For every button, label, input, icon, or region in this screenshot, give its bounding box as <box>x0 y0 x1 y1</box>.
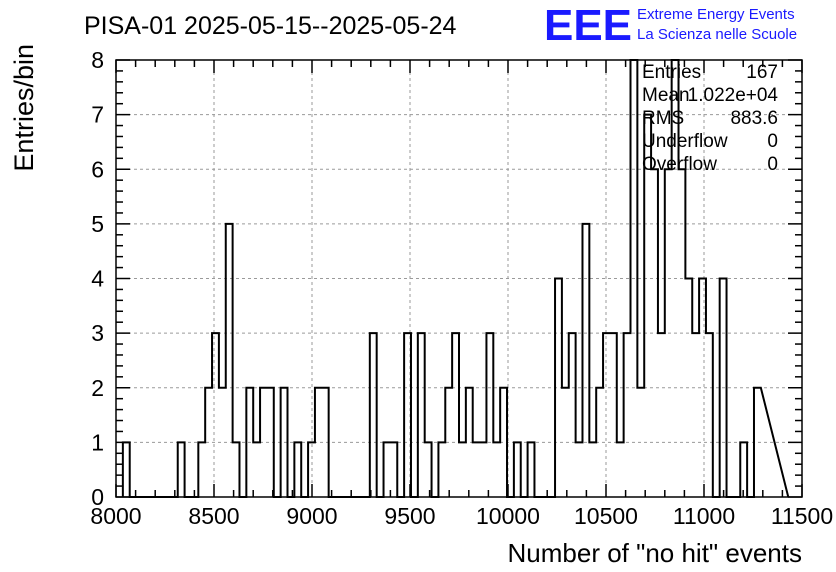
y-tick-label: 6 <box>91 156 104 182</box>
stats-value: 167 <box>746 62 778 83</box>
axis-ticks <box>115 59 803 498</box>
histogram-bin <box>658 333 665 497</box>
x-tick-label: 10500 <box>574 503 638 529</box>
eee-logo-line2: La Scienza nelle Scuole <box>637 26 797 43</box>
histogram-bin <box>418 333 425 497</box>
histogram-bin <box>692 333 699 497</box>
histogram-bin <box>473 442 480 497</box>
histogram-bin <box>384 442 391 497</box>
stats-label: Entries <box>642 62 701 83</box>
y-tick-label: 2 <box>91 375 104 401</box>
eee-logo-mark: EEE <box>544 1 632 50</box>
histogram-bin <box>425 442 432 497</box>
y-tick-label: 1 <box>91 429 104 455</box>
y-tick-label: 8 <box>91 47 104 73</box>
stats-label: Mean <box>642 85 690 106</box>
x-tick-label: 8000 <box>90 503 141 529</box>
y-tick-label: 4 <box>91 266 104 292</box>
y-tick-label: 0 <box>91 484 104 510</box>
x-tick-label: 11500 <box>771 503 833 529</box>
histogram-bin <box>589 442 596 497</box>
eee-logo-line1: Extreme Energy Events <box>637 6 795 23</box>
histogram-bin <box>253 442 260 497</box>
histogram-bin <box>514 442 521 497</box>
histogram-bin <box>226 224 233 497</box>
stats-value: 1.022e+04 <box>688 85 779 106</box>
stats-label: RMS <box>642 108 684 129</box>
histogram-bin <box>493 442 500 497</box>
stats-label: Overflow <box>642 154 717 175</box>
histogram-bin <box>706 333 713 497</box>
histogram-bin <box>624 333 631 497</box>
histogram-bin <box>123 442 130 497</box>
x-tick-label: 8500 <box>188 503 239 529</box>
histogram-bin <box>582 224 589 497</box>
histogram-series <box>121 59 790 498</box>
histogram-bin <box>294 442 301 497</box>
chart-title: PISA-01 2025-05-15--2025-05-24 <box>84 12 457 40</box>
stats-value: 0 <box>767 131 778 152</box>
histogram-bin <box>459 442 466 497</box>
histogram-bin <box>576 442 583 497</box>
y-tick-label: 3 <box>91 320 104 346</box>
y-axis-label: Entries/bin <box>9 44 39 172</box>
histogram-bin <box>438 442 445 497</box>
histogram-bin <box>178 442 185 497</box>
stats-value: 0 <box>767 154 778 175</box>
x-axis-label: Number of "no hit" events <box>508 538 803 568</box>
histogram-bin <box>610 333 617 497</box>
x-tick-label: 9000 <box>286 503 337 529</box>
x-tick-label: 9500 <box>384 503 435 529</box>
histogram-bin <box>528 442 535 497</box>
histogram-bin <box>486 333 493 497</box>
histogram-bin <box>617 442 624 497</box>
histogram-bin <box>370 333 377 497</box>
x-tick-label: 10000 <box>476 503 540 529</box>
histogram-bin <box>198 442 205 497</box>
histogram-bin <box>233 442 240 497</box>
x-tick-labels: 8000 8500 9000 9500 10000 10500 11000 11500 <box>90 503 833 529</box>
y-tick-label: 7 <box>91 102 104 128</box>
x-tick-label: 11000 <box>673 503 735 529</box>
histogram-bin <box>390 442 397 497</box>
histogram-bin <box>569 333 576 497</box>
eee-logo: EEE Extreme Energy Events La Scienza nel… <box>544 1 797 50</box>
stats-label: Underflow <box>642 131 728 152</box>
stats-value: 883.6 <box>730 108 778 129</box>
histogram-bin <box>740 442 747 497</box>
histogram-bin <box>212 333 219 497</box>
histogram-bin <box>480 442 487 497</box>
y-tick-labels: 0 1 2 3 4 5 6 7 8 <box>91 47 104 510</box>
y-tick-label: 5 <box>91 211 104 237</box>
histogram-bin <box>452 333 459 497</box>
